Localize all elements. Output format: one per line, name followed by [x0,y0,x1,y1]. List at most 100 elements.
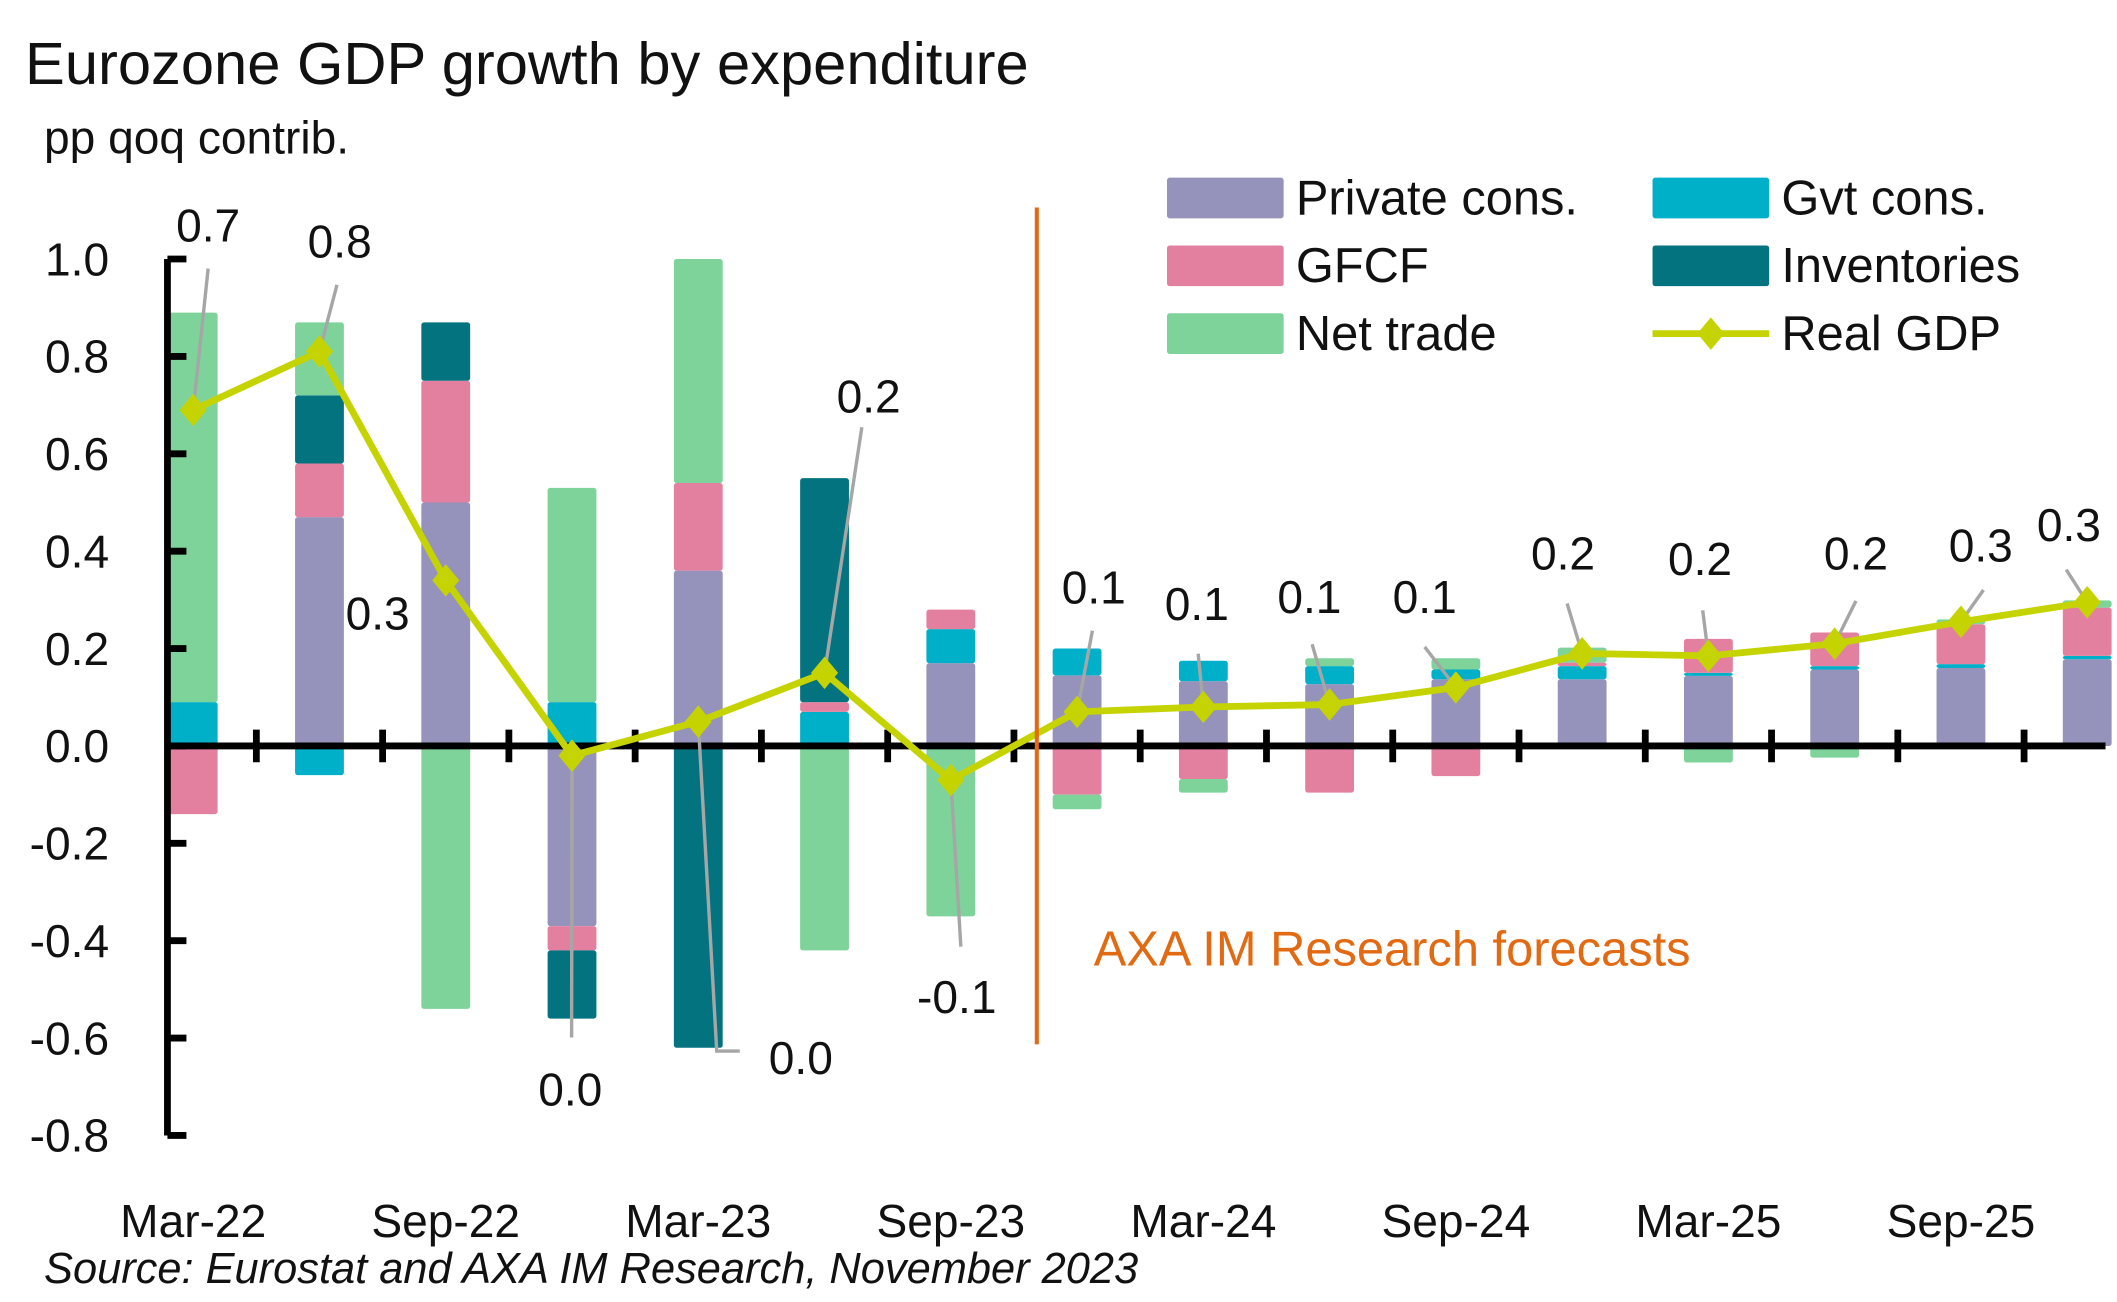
bar-gfcf [295,463,344,518]
y-tick-label: 0.6 [45,428,109,480]
bar-net-trade [800,745,849,951]
data-labels: 0.7 0.8 0.3 0.0 0.0 0.2 -0.1 0.1 0.1 0.1 0.1 0.2 0.2… [176,199,2101,1115]
gdp-point [1063,695,1091,729]
bar-gfcf [421,380,471,503]
bar-gfcf [1305,745,1355,793]
y-tick-label: 0.8 [45,331,109,383]
legend: Private cons. Gvt cons. GFCF Inventories Net… [1167,171,2020,361]
chart-title: Eurozone GDP growth by expenditure [25,30,1029,97]
bar-private-cons [926,663,976,746]
y-tick-label: -0.6 [30,1012,109,1064]
gdp-point [179,393,207,427]
bar-gfcf [673,483,723,571]
data-label: 0.8 [308,216,372,268]
data-label: 0.7 [176,199,240,251]
legend-swatch [1652,245,1770,287]
bar-inventories [421,322,471,381]
source-note: Source: Eurostat and AXA IM Research, No… [44,1245,1138,1293]
gdp-point [684,705,712,738]
legend-label: Private cons. [1296,171,1578,225]
data-label: 0.1 [1277,571,1341,623]
bar-gvt-cons [1178,660,1228,682]
legend-swatch [1652,177,1770,219]
leader-line [949,779,963,947]
gdp-point [1694,639,1722,673]
y-tick-label: 1.0 [45,233,109,285]
gdp-point [1821,627,1849,660]
bar-inventories [800,478,849,703]
bar-private-cons [421,502,471,746]
data-label: 0.2 [837,370,901,422]
legend-swatch [1167,245,1284,287]
forecast-annotation: AXA IM Research forecasts [1094,923,1691,977]
y-tick-label: 0.0 [45,720,109,772]
x-tick-label: Mar-24 [1130,1195,1276,1247]
bar-gfcf [926,609,976,630]
bar-net-trade [1052,794,1102,810]
bar-gvt-cons [1052,648,1102,676]
gdp-line [179,335,2101,797]
data-label: 0.0 [769,1032,833,1084]
bar-net-trade [1431,658,1481,670]
bar-net-trade [168,312,218,703]
bar-net-trade [926,745,976,917]
y-tick-label: -0.4 [30,915,109,967]
data-label: -0.1 [917,971,996,1023]
bar-gfcf [1936,624,1986,665]
x-tick-label: Sep-25 [1887,1195,2036,1247]
bar-inventories [673,745,723,1048]
bar-gvt-cons [1936,664,1986,669]
gdp-point [2073,586,2101,619]
bar-gvt-cons [1557,666,1607,680]
bar-gvt-cons [926,629,976,664]
bar-net-trade [1305,658,1355,667]
bar-private-cons [1936,668,1986,746]
bar-net-trade [1178,779,1228,793]
legend-swatch [1167,313,1284,354]
bar-private-cons [1810,669,1860,746]
data-label: 0.0 [538,1063,602,1115]
gdp-line-path [191,348,2088,784]
bar-net-trade [673,259,723,484]
bar-gvt-cons [168,702,218,746]
bar-gvt-cons [2062,655,2112,660]
leader-line [191,268,210,411]
gdp-point [1442,671,1470,704]
gdp-point [810,656,839,690]
bar-private-cons [1684,675,1733,746]
gdp-point [1568,637,1596,670]
data-label: 0.3 [1949,519,2013,571]
bar-gfcf [1178,745,1228,780]
data-label: 0.3 [346,587,410,639]
gdp-point [937,763,965,797]
bar-gvt-cons [800,711,849,746]
legend-diamond-icon [1697,317,1725,350]
data-label: 0.2 [1668,533,1732,585]
x-tick-label: Sep-22 [371,1195,520,1247]
bar-gfcf [2062,607,2112,656]
legend-label: GFCF [1296,239,1429,293]
leader-line [822,426,864,674]
data-label: 0.2 [1531,528,1595,580]
legend-label: Real GDP [1781,307,2001,361]
bar-gfcf [1052,745,1102,795]
bar-private-cons [295,517,344,746]
chart-subtitle: pp qoq contrib. [44,111,349,163]
y-tick-label: 0.2 [45,623,109,675]
leader-lines [191,268,2089,1053]
bar-gvt-cons [295,745,344,776]
leader-line [1075,630,1095,713]
bar-private-cons [1431,679,1481,746]
bar-private-cons [673,570,723,746]
data-label: 0.2 [1824,528,1888,580]
leader-line [696,721,740,1053]
gdp-point [1189,690,1217,724]
x-tick-label: Sep-23 [876,1195,1025,1247]
axes: 1.0 0.8 0.6 0.4 0.2 0.0 -0.2 -0.4 -0.6 -0.8Mar-22… [30,233,2106,1247]
bar-gvt-cons [1810,666,1860,670]
bar-gvt-cons [547,702,597,746]
bar-gvt-cons [1684,672,1733,676]
y-tick-label: -0.8 [30,1110,109,1162]
bar-gfcf [800,702,849,712]
